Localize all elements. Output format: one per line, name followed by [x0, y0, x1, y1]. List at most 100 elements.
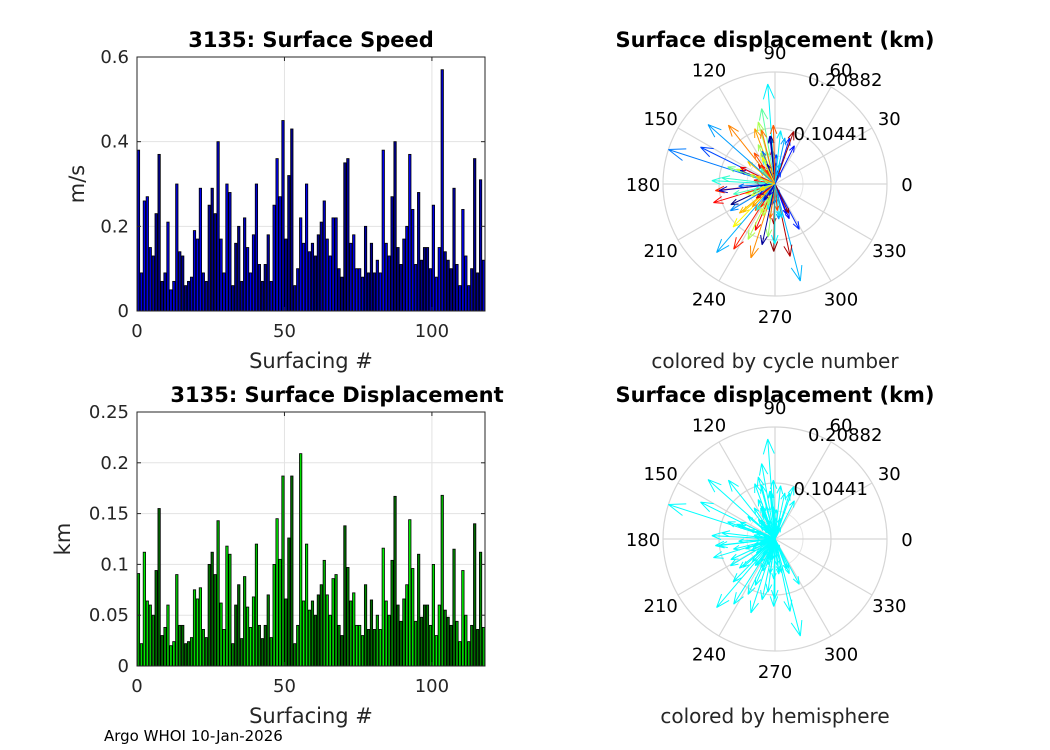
polar-cycle-angle-label: 90 [764, 43, 787, 64]
speed-bar [464, 255, 468, 312]
polar-cycle-arrow [716, 183, 776, 254]
speed-title: 3135: Surface Speed [188, 28, 434, 52]
speed-bar [195, 238, 200, 312]
polar-hemisphere-angle-label: 60 [830, 416, 853, 437]
displacement-bar [396, 604, 400, 667]
speed-bar [240, 280, 244, 312]
displacement-bar [296, 624, 300, 667]
displacement-bar [160, 635, 164, 667]
speed-bar [166, 221, 170, 312]
displacement-bar [337, 624, 341, 667]
speed-bar [458, 285, 462, 312]
polar-hemisphere-arrow [769, 479, 778, 540]
speed-bar [319, 221, 323, 312]
displacement-bar [181, 624, 185, 667]
displacement-bar [405, 584, 409, 667]
polar-cycle-arrow [759, 183, 776, 191]
displacement-bar [446, 616, 450, 667]
speed-bar [352, 234, 356, 312]
displacement-bar [189, 637, 194, 667]
polar-hemisphere-arrow [733, 538, 776, 551]
polar-cycle-arrow [729, 183, 776, 212]
speed-bar [181, 255, 185, 312]
speed-bar [420, 259, 424, 312]
polar-cycle-arrow [770, 183, 779, 245]
speed-bar [478, 179, 483, 312]
speed-bar [207, 204, 211, 312]
polar-hemisphere-arrow [770, 538, 779, 600]
displacement-bar [157, 508, 161, 667]
displacement-axes-box [136, 411, 486, 667]
speed-bars [136, 69, 486, 312]
polar-cycle-arrow [763, 183, 776, 201]
displacement-bar [473, 523, 477, 667]
speed-bar [157, 153, 161, 312]
speed-bar [313, 255, 318, 312]
polar-cycle-angle-label: 270 [758, 307, 792, 328]
speed-bar [355, 268, 359, 312]
displacement-bar [358, 624, 362, 667]
speed-ytick-label: 0.2 [100, 216, 129, 237]
displacement-bar [213, 574, 217, 667]
displacement-bar [142, 551, 146, 667]
polar-cycle-arrow [733, 183, 776, 196]
speed-bar [369, 242, 374, 312]
displacement-bar [166, 604, 170, 667]
displacement-bar [355, 624, 359, 667]
displacement-xtick-label: 50 [273, 676, 296, 697]
speed-bar [284, 238, 288, 312]
displacement-ytick-label: 0.05 [89, 605, 129, 626]
displacement-bar [222, 629, 226, 667]
displacement-ticks: 0 50 100 0 0.05 0.1 0.15 0.2 0.25 [89, 402, 485, 697]
speed-bar [396, 247, 400, 312]
polar-cycle-arrow [760, 129, 776, 185]
polar-cycle-chart: 0 30 60 90 120 150 180 210 240 270 300 330 0.10441 0.… [615, 28, 934, 373]
polar-hemisphere-arrow [716, 538, 776, 609]
speed-bar [387, 255, 391, 312]
polar-cycle-arrow [769, 124, 778, 185]
displacement-bar [313, 614, 318, 667]
speed-bar [375, 259, 379, 312]
speed-bar [272, 204, 276, 312]
polar-hemisphere-angle-label: 90 [764, 398, 787, 419]
speed-bar [381, 149, 385, 312]
speed-bar [307, 251, 312, 312]
speed-bar [237, 225, 241, 312]
speed-bar [243, 217, 247, 312]
polar-hemisphere-angle-label: 240 [692, 644, 726, 665]
polar-hemisphere-arrow [755, 538, 776, 554]
speed-bar [476, 272, 480, 312]
displacement-bar [366, 629, 371, 667]
displacement-bar [287, 537, 291, 667]
speed-bar [293, 285, 297, 312]
polar-hemisphere-arrow [774, 538, 790, 569]
speed-ylabel: m/s [65, 165, 89, 203]
displacement-bar [420, 616, 424, 667]
speed-bar [449, 268, 453, 312]
displacement-bar [237, 584, 241, 667]
speed-bar [228, 192, 232, 312]
speed-bar [281, 120, 285, 312]
speed-bar [316, 234, 320, 312]
speed-bar [346, 158, 350, 312]
polar-hemisphere-arrow [727, 479, 776, 540]
speed-bar [393, 141, 397, 312]
speed-bar [201, 272, 205, 312]
displacement-bar [275, 518, 279, 667]
speed-bar [328, 255, 332, 312]
speed-bar [145, 196, 149, 312]
polar-hemisphere-arrow [759, 538, 776, 546]
displacement-bar [148, 604, 152, 667]
displacement-bar [187, 641, 191, 667]
speed-ytick-label: 0 [118, 301, 129, 322]
polar-cycle-spoke [774, 86, 832, 185]
polar-hemisphere-angle-label: 300 [824, 644, 858, 665]
polar-cycle-arrow [774, 130, 784, 185]
speed-bar [399, 264, 403, 312]
polar-hemisphere-arrow [763, 538, 776, 556]
displacement-bar [263, 624, 267, 667]
displacement-bar [346, 567, 350, 667]
speed-bar [331, 217, 335, 312]
displacement-bar [266, 594, 270, 667]
speed-bar [467, 285, 471, 312]
